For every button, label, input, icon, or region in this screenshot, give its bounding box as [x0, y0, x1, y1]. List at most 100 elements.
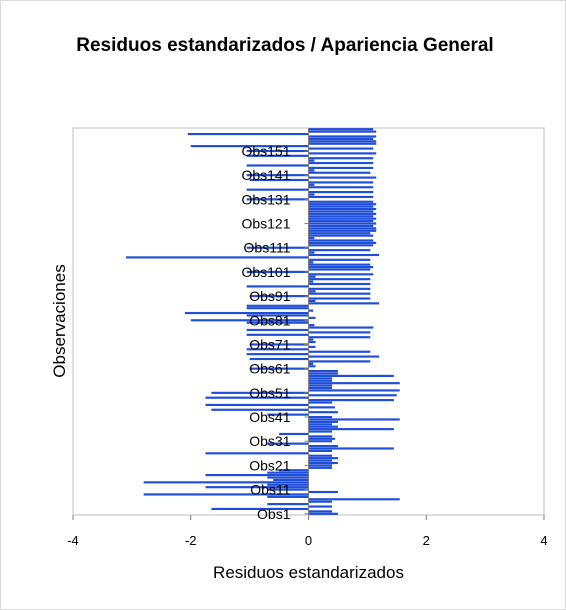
- bar: [308, 500, 333, 503]
- bar: [308, 384, 333, 387]
- bar: [205, 403, 309, 407]
- x-tick-label: 2: [423, 533, 430, 548]
- bar: [308, 200, 374, 203]
- bar: [308, 382, 400, 385]
- bar: [308, 362, 314, 365]
- bar: [308, 464, 333, 467]
- bar: [246, 270, 309, 274]
- x-tick-label: 0: [305, 533, 312, 548]
- bar: [308, 444, 338, 448]
- bars-group: [125, 128, 400, 515]
- bar: [308, 420, 338, 423]
- bar: [308, 268, 371, 271]
- bar: [267, 476, 309, 479]
- bar: [308, 135, 377, 138]
- bar: [308, 171, 371, 174]
- bar: [308, 338, 314, 341]
- bar: [249, 295, 309, 298]
- chart-title: Residuos estandarizados / Apariencia Gen…: [76, 35, 494, 56]
- bar: [308, 263, 371, 266]
- bar: [308, 249, 371, 252]
- bar: [308, 161, 374, 165]
- bar: [267, 495, 309, 498]
- bar: [308, 389, 400, 392]
- category-tick-label: Obs11: [250, 482, 290, 498]
- bar: [308, 227, 377, 230]
- bar: [308, 128, 374, 131]
- bar: [308, 157, 374, 160]
- bar: [308, 425, 338, 428]
- bar: [308, 461, 338, 465]
- bar: [308, 152, 377, 155]
- bar: [308, 282, 371, 286]
- bar: [246, 198, 309, 201]
- bar: [308, 449, 333, 452]
- bar: [308, 457, 338, 460]
- bar: [308, 212, 377, 215]
- bar: [308, 510, 333, 513]
- bar: [308, 365, 316, 368]
- bar: [308, 345, 316, 348]
- category-tick-label: Obs61: [249, 361, 290, 377]
- bar: [308, 169, 315, 172]
- bar: [143, 481, 309, 484]
- bar: [246, 149, 309, 153]
- bar: [308, 350, 371, 353]
- category-tick-label: Obs131: [241, 191, 290, 207]
- category-tick-label: Obs1: [257, 506, 291, 522]
- bar: [246, 285, 309, 288]
- bar: [308, 275, 316, 278]
- bar: [308, 251, 315, 254]
- bar: [308, 183, 315, 186]
- bar: [308, 372, 338, 375]
- bar: [267, 413, 309, 416]
- bar: [308, 423, 333, 426]
- bar: [308, 222, 377, 225]
- bar: [308, 454, 333, 457]
- bar: [308, 287, 371, 290]
- bar: [308, 261, 314, 264]
- bar: [308, 232, 371, 235]
- category-tick-label: Obs121: [241, 216, 290, 232]
- bar: [308, 374, 394, 378]
- x-tick-label: -4: [67, 533, 79, 548]
- bar: [308, 428, 394, 431]
- bar: [308, 290, 316, 293]
- bar: [308, 324, 315, 327]
- bar: [308, 244, 374, 247]
- bar: [308, 159, 315, 162]
- category-tick-label: Obs111: [244, 240, 291, 256]
- bar: [308, 217, 377, 220]
- bar: [308, 418, 400, 421]
- bar: [308, 166, 374, 169]
- bar: [308, 316, 316, 319]
- bar: [246, 174, 309, 177]
- bar: [267, 471, 309, 474]
- bar: [246, 164, 309, 167]
- bar: [267, 488, 309, 491]
- bar: [249, 178, 309, 182]
- bar: [246, 246, 309, 249]
- category-tick-label: Obs141: [241, 167, 290, 183]
- category-tick-label: Obs51: [249, 385, 290, 401]
- bar: [246, 333, 309, 336]
- bar: [308, 435, 333, 438]
- bar: [308, 137, 374, 140]
- bar: [308, 498, 400, 501]
- bar: [308, 253, 380, 257]
- bar: [308, 236, 315, 240]
- y-axis-title: Observaciones: [50, 264, 69, 377]
- bar: [211, 507, 309, 511]
- bar: [308, 440, 333, 443]
- x-tick-label: -2: [185, 533, 197, 548]
- bar: [308, 411, 338, 414]
- x-axis-ticks: -4 -2 0 2 4: [67, 515, 548, 548]
- bar: [308, 466, 333, 469]
- bar: [308, 147, 374, 150]
- bar: [308, 273, 374, 276]
- bar: [308, 195, 374, 199]
- bar: [308, 241, 377, 244]
- bar: [211, 408, 309, 411]
- bar: [308, 215, 374, 218]
